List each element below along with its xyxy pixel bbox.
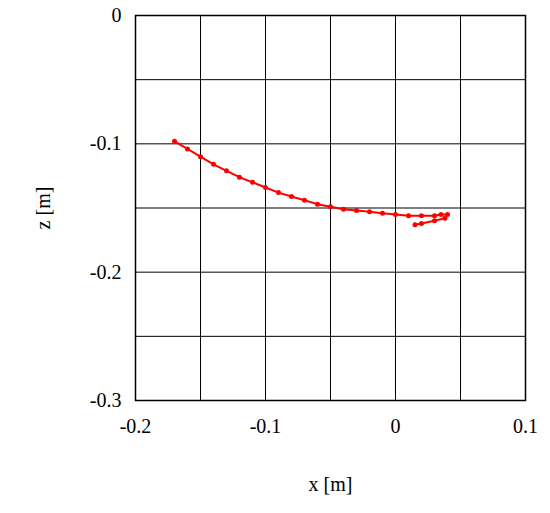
svg-text:-0.2: -0.2 bbox=[120, 415, 152, 437]
svg-text:-0.3: -0.3 bbox=[90, 389, 122, 411]
svg-text:x [m]: x [m] bbox=[309, 473, 353, 495]
svg-text:0: 0 bbox=[112, 4, 122, 26]
svg-text:-0.1: -0.1 bbox=[90, 132, 122, 154]
svg-text:0: 0 bbox=[391, 415, 401, 437]
svg-text:-0.2: -0.2 bbox=[90, 261, 122, 283]
svg-text:-0.1: -0.1 bbox=[250, 415, 282, 437]
svg-text:z [m]: z [m] bbox=[32, 187, 54, 230]
svg-text:0.1: 0.1 bbox=[513, 415, 538, 437]
